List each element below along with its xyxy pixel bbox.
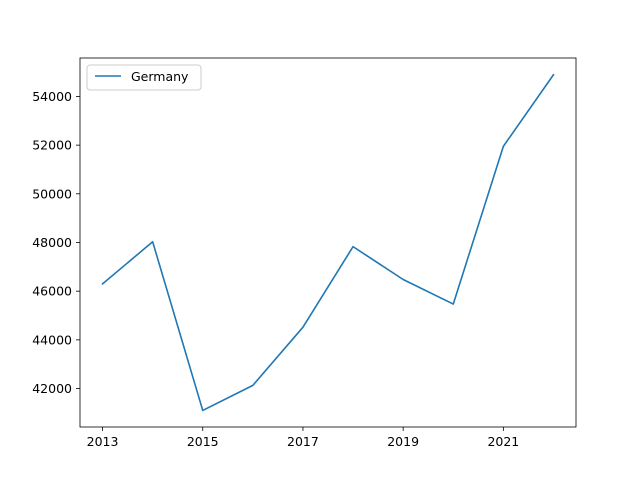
x-tick-label: 2015: [187, 434, 219, 449]
x-tick-label: 2021: [487, 434, 519, 449]
axes: 2013 2015 2017 2019 2021 42000 44000 46000 48000…: [32, 57, 577, 449]
x-tick-label: 2019: [387, 434, 419, 449]
plot-area: [101, 73, 555, 412]
x-tick-label: 2017: [287, 434, 319, 449]
legend-label-germany: Germany: [131, 69, 189, 84]
legend-box: [86, 64, 202, 91]
y-tick-label: 48000: [32, 235, 72, 250]
y-tick-label: 50000: [32, 186, 72, 201]
x-tick-label: 2013: [87, 434, 119, 449]
y-tick-label: 52000: [32, 138, 72, 153]
y-tick-label: 46000: [32, 284, 72, 299]
series-line-germany: [101, 73, 555, 412]
y-tick-label: 54000: [32, 89, 72, 104]
legend: Germany: [86, 64, 202, 91]
y-tick-label: 44000: [32, 332, 72, 347]
y-tick-label: 42000: [32, 381, 72, 396]
